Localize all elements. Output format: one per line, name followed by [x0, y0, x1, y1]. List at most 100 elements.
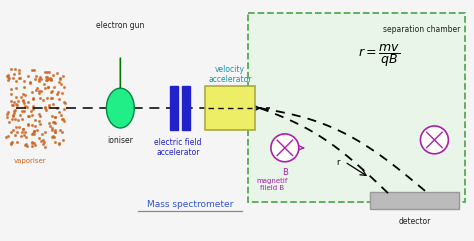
Point [14, 140, 21, 144]
Point [27, 80, 34, 84]
Point [24, 123, 32, 127]
Point [50, 120, 58, 124]
Point [42, 107, 49, 110]
Point [16, 76, 23, 80]
Point [9, 128, 17, 132]
Point [25, 114, 33, 118]
Point [53, 92, 61, 96]
Point [45, 70, 53, 74]
Point [41, 105, 48, 108]
Point [52, 130, 59, 134]
Point [10, 72, 18, 75]
Ellipse shape [106, 88, 134, 128]
Point [48, 96, 55, 100]
Point [48, 128, 56, 132]
Point [49, 73, 56, 77]
Point [19, 99, 27, 103]
Point [58, 130, 65, 134]
Point [13, 130, 21, 134]
Point [52, 128, 59, 132]
Point [2, 135, 10, 139]
Point [51, 130, 59, 134]
Point [50, 135, 58, 139]
Point [28, 140, 36, 144]
Point [29, 96, 37, 100]
Point [18, 134, 25, 138]
Point [28, 123, 36, 127]
Point [57, 76, 64, 80]
Text: magnetif
fileld B: magnetif fileld B [256, 178, 288, 191]
Point [24, 100, 32, 104]
Point [57, 82, 65, 86]
Point [59, 138, 66, 142]
Point [47, 77, 55, 81]
Point [33, 87, 41, 90]
Point [30, 129, 38, 133]
Point [57, 113, 65, 116]
Point [4, 73, 12, 77]
Point [30, 129, 38, 133]
Point [45, 103, 52, 107]
Point [8, 142, 15, 146]
Point [48, 89, 56, 93]
Point [29, 104, 37, 108]
Point [55, 80, 63, 84]
Point [28, 90, 36, 94]
Point [21, 143, 29, 147]
Point [42, 75, 50, 79]
Point [47, 90, 55, 94]
Bar [370, 192, 459, 209]
Point [19, 127, 27, 131]
Point [42, 78, 49, 82]
Point [20, 101, 28, 105]
Point [43, 96, 50, 100]
Point [20, 79, 27, 82]
Point [29, 97, 36, 101]
Point [58, 117, 65, 121]
Point [28, 68, 36, 72]
Point [9, 104, 17, 107]
Point [54, 90, 62, 94]
Text: velocity
accelerator: velocity accelerator [208, 65, 252, 84]
Point [12, 79, 19, 83]
Point [21, 105, 28, 108]
Point [9, 114, 16, 118]
Point [49, 102, 56, 106]
Text: ioniser: ioniser [108, 136, 133, 145]
Point [28, 132, 36, 136]
Point [22, 130, 29, 134]
Point [37, 77, 45, 81]
Point [49, 134, 56, 138]
Point [59, 74, 67, 78]
Point [22, 142, 29, 146]
Point [24, 114, 32, 118]
Point [16, 68, 23, 72]
Point [23, 135, 30, 139]
Point [31, 118, 39, 122]
Point [41, 130, 49, 134]
Point [12, 86, 19, 90]
Point [16, 76, 24, 80]
Point [55, 110, 63, 114]
Point [14, 103, 21, 107]
Point [39, 142, 47, 146]
Text: electric field
accelerator: electric field accelerator [155, 138, 202, 157]
Point [60, 100, 67, 104]
Point [26, 81, 34, 85]
Text: B: B [282, 168, 288, 177]
Point [18, 130, 26, 134]
Point [58, 91, 65, 95]
Point [32, 74, 39, 78]
Point [31, 124, 38, 128]
Text: separation chamber: separation chamber [383, 25, 460, 33]
Point [14, 100, 22, 103]
Point [11, 67, 18, 71]
Point [43, 75, 50, 79]
Circle shape [271, 134, 299, 162]
Point [10, 109, 18, 113]
Point [5, 120, 13, 124]
Point [40, 138, 47, 142]
Point [48, 114, 55, 118]
Point [8, 117, 16, 120]
Point [8, 87, 15, 91]
